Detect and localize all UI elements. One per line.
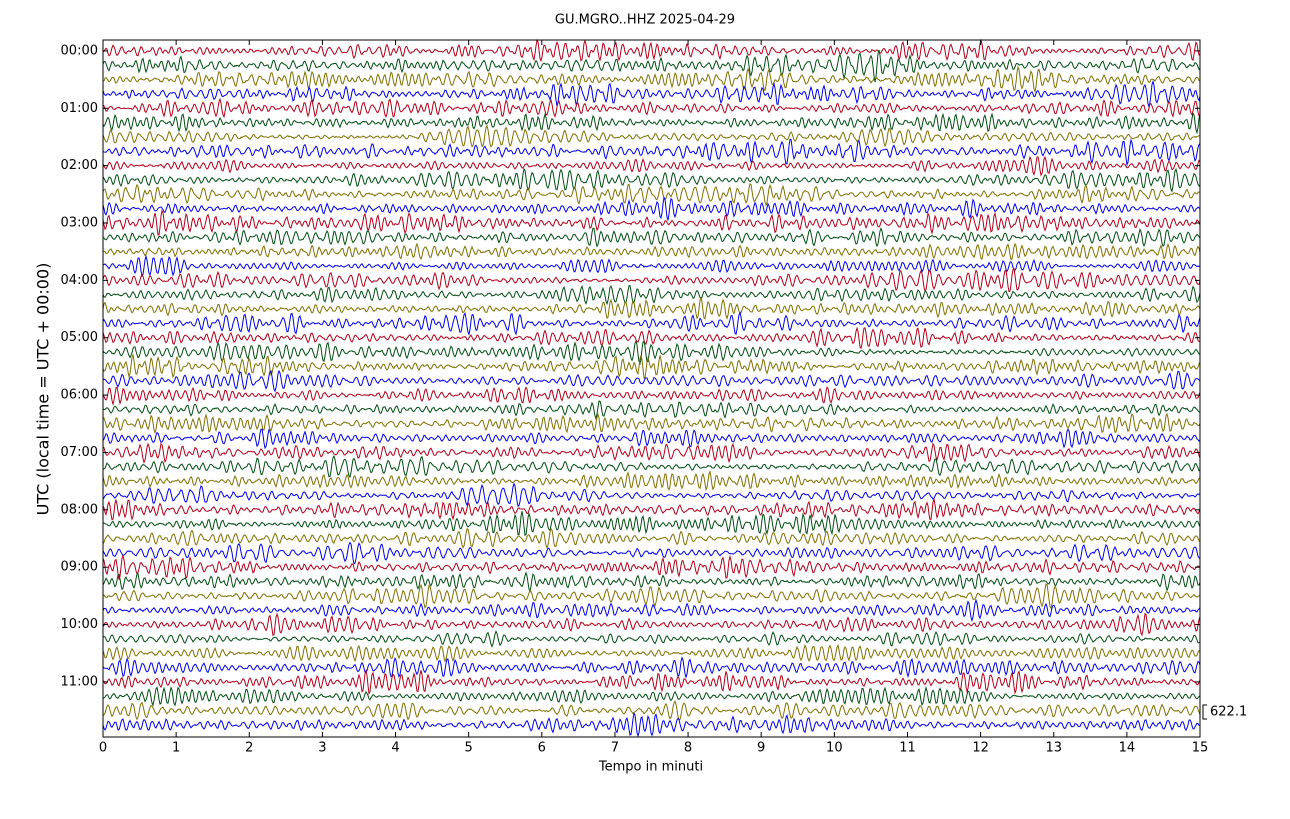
trace (102, 284, 1201, 306)
trace (102, 656, 1201, 679)
x-tick-label: 3 (318, 741, 326, 756)
trace (102, 386, 1201, 407)
y-tick-label: 07:00 (61, 445, 98, 460)
x-tick-label: 11 (899, 741, 916, 756)
plot-frame (102, 39, 1201, 738)
trace (102, 183, 1201, 207)
x-tick-label: 13 (1045, 741, 1062, 756)
trace (102, 643, 1201, 663)
x-tick-label: 1 (172, 741, 180, 756)
x-tick-label: 7 (611, 741, 619, 756)
y-tick-label: 10:00 (61, 617, 98, 632)
scale-bar (1202, 704, 1207, 720)
x-tick-label: 0 (99, 741, 107, 756)
trace (102, 583, 1201, 610)
chart-title: GU.MGRO..HHZ 2025-04-29 (555, 13, 735, 28)
y-tick-label: 06:00 (61, 388, 98, 403)
trace (102, 326, 1201, 350)
trace (102, 428, 1201, 450)
x-tick-label: 15 (1192, 741, 1209, 756)
x-tick-label: 6 (538, 741, 546, 756)
trace (102, 612, 1201, 637)
trace (102, 699, 1201, 721)
trace (102, 254, 1201, 278)
trace (102, 38, 1201, 63)
trace (102, 630, 1201, 648)
x-tick-label: 14 (1119, 741, 1136, 756)
trace (102, 339, 1201, 366)
trace (102, 571, 1201, 593)
y-tick-label: 09:00 (61, 560, 98, 575)
x-tick-label: 5 (465, 741, 473, 756)
y-tick-label: 08:00 (61, 502, 98, 517)
y-tick-label: 01:00 (61, 101, 98, 116)
trace (102, 65, 1201, 94)
trace (102, 497, 1201, 521)
y-axis-label: UTC (local time = UTC + 00:00) (34, 263, 53, 516)
scale-label: 622.1 (1210, 704, 1247, 719)
trace (102, 297, 1201, 320)
trace (102, 668, 1201, 696)
trace (102, 554, 1201, 580)
trace (102, 442, 1201, 464)
trace (102, 196, 1201, 221)
trace (102, 511, 1201, 536)
trace (102, 267, 1201, 293)
y-tick-label: 05:00 (61, 330, 98, 345)
trace (102, 686, 1201, 707)
x-tick-label: 9 (757, 741, 765, 756)
x-axis-label: Tempo in minuti (598, 760, 703, 775)
trace (102, 482, 1201, 507)
trace (102, 541, 1201, 565)
trace (102, 598, 1201, 623)
trace (102, 155, 1201, 177)
x-tick-label: 2 (245, 741, 253, 756)
x-tick-label: 4 (391, 741, 399, 756)
y-tick-label: 11:00 (61, 674, 98, 689)
y-tick-label: 04:00 (61, 273, 98, 288)
y-tick-label: 02:00 (61, 158, 98, 173)
trace (102, 400, 1201, 421)
trace (102, 527, 1201, 549)
trace (102, 369, 1201, 393)
trace (102, 454, 1201, 479)
trace (102, 97, 1201, 119)
x-tick-label: 10 (826, 741, 843, 756)
trace (102, 311, 1201, 336)
trace (102, 711, 1200, 738)
trace (102, 49, 1201, 83)
trace (102, 124, 1201, 148)
trace (102, 209, 1201, 236)
x-tick-label: 8 (684, 741, 692, 756)
trace (102, 138, 1201, 167)
trace (102, 353, 1201, 379)
trace (102, 470, 1201, 492)
trace (102, 242, 1201, 261)
y-tick-label: 00:00 (61, 43, 98, 58)
trace (102, 112, 1201, 135)
trace (102, 227, 1201, 248)
trace (102, 412, 1201, 435)
trace (102, 167, 1201, 193)
trace (102, 79, 1201, 109)
x-tick-label: 12 (972, 741, 989, 756)
y-tick-label: 03:00 (61, 215, 98, 230)
